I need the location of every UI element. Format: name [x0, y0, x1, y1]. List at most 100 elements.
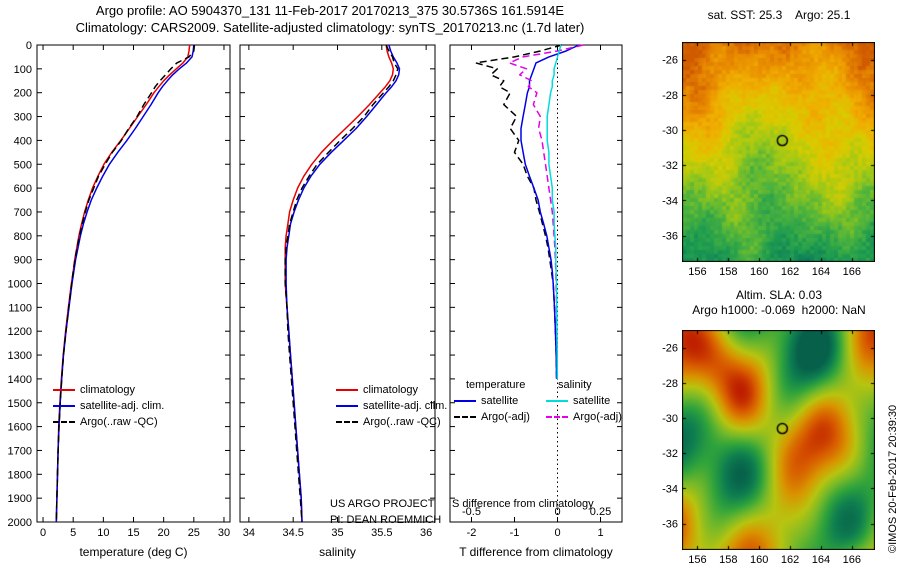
svg-text:0: 0	[554, 527, 560, 539]
cyan-line-swatch	[546, 400, 568, 402]
climatology-line-swatch	[336, 389, 358, 391]
project-name: US ARGO PROJECT	[330, 498, 435, 510]
credit-watermark: ©IMOS 20-Feb-2017 20:39:30	[887, 404, 899, 553]
svg-text:35.5: 35.5	[371, 527, 392, 539]
svg-text:-2: -2	[467, 527, 477, 539]
svg-text:2000: 2000	[8, 517, 32, 529]
svg-text:-0.5: -0.5	[462, 506, 481, 518]
sla-map-subtitle: Argo h1000: -0.069 h2000: NaN	[692, 303, 866, 317]
svg-text:1800: 1800	[8, 469, 32, 481]
svg-text:156: 156	[688, 266, 706, 278]
svg-text:158: 158	[719, 554, 737, 566]
legend-item-satellite-adj: satellite-adj. clim.	[53, 398, 164, 414]
salinity-legend: climatology satellite-adj. clim. Argo(..…	[336, 382, 447, 430]
sla-map	[682, 330, 875, 550]
svg-text:-32: -32	[662, 160, 678, 172]
svg-text:158: 158	[719, 266, 737, 278]
svg-text:30: 30	[218, 527, 230, 539]
legend-item-climatology: climatology	[336, 382, 447, 398]
temperature-legend: climatology satellite-adj. clim. Argo(..…	[53, 382, 164, 430]
svg-text:15: 15	[127, 527, 139, 539]
svg-text:1400: 1400	[8, 374, 32, 386]
diff-temperature-legend: temperature satellite Argo(-adj)	[454, 378, 530, 425]
svg-text:164: 164	[812, 554, 830, 566]
svg-text:160: 160	[750, 554, 768, 566]
svg-text:34: 34	[243, 527, 255, 539]
magenta-dashed-line-swatch	[546, 416, 568, 418]
svg-text:-28: -28	[662, 378, 678, 390]
svg-text:-32: -32	[662, 448, 678, 460]
svg-text:600: 600	[14, 183, 32, 195]
legend-label: Argo(..raw -QC)	[363, 416, 441, 428]
svg-text:10: 10	[97, 527, 109, 539]
svg-text:300: 300	[14, 112, 32, 124]
legend-label: Argo(-adj)	[573, 411, 622, 423]
svg-text:0: 0	[26, 40, 32, 52]
legend-label: Argo(-adj)	[481, 411, 530, 423]
svg-text:166: 166	[843, 554, 861, 566]
temperature-axis-label: temperature (deg C)	[79, 545, 188, 559]
legend-label: satellite-adj. clim.	[363, 400, 448, 412]
svg-text:-28: -28	[662, 90, 678, 102]
svg-text:35: 35	[331, 527, 343, 539]
svg-text:-26: -26	[662, 343, 678, 355]
svg-text:400: 400	[14, 135, 32, 147]
argo-dashed-line-swatch	[53, 421, 75, 423]
t-difference-axis-label: T difference from climatology	[459, 545, 613, 559]
svg-text:1500: 1500	[8, 398, 32, 410]
salinity-axis-label: salinity	[319, 545, 356, 559]
legend-header-temperature: temperature	[466, 379, 526, 391]
legend-item-s-argo-adj: Argo(-adj)	[546, 409, 622, 425]
svg-text:156: 156	[688, 554, 706, 566]
svg-text:1600: 1600	[8, 422, 32, 434]
climatology-line-swatch	[53, 389, 75, 391]
svg-text:-30: -30	[662, 125, 678, 137]
svg-text:700: 700	[14, 207, 32, 219]
svg-text:160: 160	[750, 266, 768, 278]
argo-dashed-line-swatch	[454, 416, 476, 418]
svg-text:1200: 1200	[8, 326, 32, 338]
svg-text:-1: -1	[510, 527, 520, 539]
svg-text:200: 200	[14, 88, 32, 100]
svg-text:164: 164	[812, 266, 830, 278]
svg-text:34.5: 34.5	[282, 527, 303, 539]
legend-item-satellite-adj: satellite-adj. clim.	[336, 398, 447, 414]
legend-label: satellite	[481, 395, 519, 407]
legend-item-argo-raw: Argo(..raw -QC)	[336, 414, 447, 430]
legend-header-salinity: salinity	[558, 379, 592, 391]
svg-text:800: 800	[14, 231, 32, 243]
satellite-line-swatch	[454, 400, 476, 402]
svg-text:36: 36	[420, 527, 432, 539]
sst-map	[682, 42, 875, 262]
svg-text:5: 5	[70, 527, 76, 539]
legend-label: satellite	[573, 395, 611, 407]
svg-text:-34: -34	[662, 483, 678, 495]
legend-item-climatology: climatology	[53, 382, 164, 398]
project-pi: PI: DEAN ROEMMICH	[330, 514, 442, 526]
diff-salinity-legend: salinity satellite Argo(-adj)	[546, 378, 622, 425]
svg-text:1000: 1000	[8, 279, 32, 291]
svg-text:-34: -34	[662, 195, 678, 207]
legend-item-argo-raw: Argo(..raw -QC)	[53, 414, 164, 430]
s-difference-axis-label: S difference from climatology	[452, 498, 594, 510]
svg-text:166: 166	[843, 266, 861, 278]
svg-text:1: 1	[597, 527, 603, 539]
svg-text:1900: 1900	[8, 493, 32, 505]
legend-label: satellite-adj. clim.	[80, 400, 165, 412]
svg-text:0: 0	[554, 506, 560, 518]
svg-text:162: 162	[781, 266, 799, 278]
svg-text:500: 500	[14, 159, 32, 171]
sst-map-title: sat. SST: 25.3 Argo: 25.1	[707, 8, 851, 22]
satellite-line-swatch	[336, 405, 358, 407]
legend-label: climatology	[363, 384, 419, 396]
svg-text:162: 162	[781, 554, 799, 566]
svg-text:1100: 1100	[8, 302, 32, 314]
svg-text:0.25: 0.25	[590, 506, 611, 518]
svg-text:0: 0	[40, 527, 46, 539]
svg-text:900: 900	[14, 255, 32, 267]
sla-map-title: Altim. SLA: 0.03	[735, 288, 823, 302]
legend-item-s-satellite: satellite	[546, 393, 622, 409]
figure-title-line-2: Climatology: CARS2009. Satellite-adjuste…	[75, 20, 585, 35]
